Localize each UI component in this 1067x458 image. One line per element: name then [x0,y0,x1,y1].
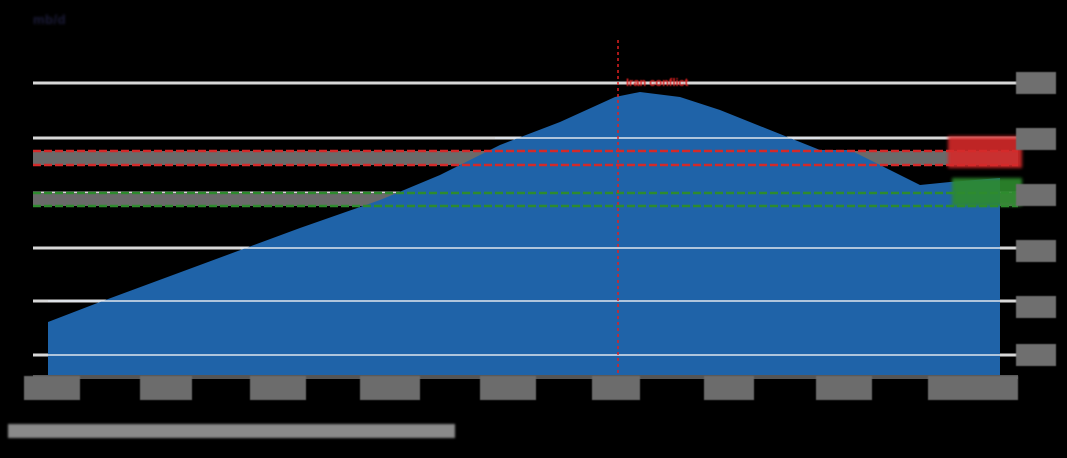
x-tick-label [140,376,192,400]
y-tick-label [1016,296,1056,318]
event-annotation: Iran conflict [626,77,689,89]
x-tick-label [928,376,1018,400]
x-tick-label [360,376,420,400]
x-tick-label [250,376,306,400]
x-tick-label [24,376,80,400]
red-level-label [948,136,1022,168]
y-tick-label [1016,240,1056,262]
y-tick-label [1016,128,1056,150]
chart-title: mb/d [33,12,67,27]
green-level-label [952,178,1022,206]
x-tick-label [816,376,872,400]
y-tick-label [1016,184,1056,206]
area-series [48,92,1000,375]
x-tick-label [704,376,754,400]
y-tick-label [1016,72,1056,94]
y-tick-label [1016,344,1056,366]
x-tick-label [480,376,536,400]
source-note [8,424,455,438]
x-tick-label [592,376,640,400]
